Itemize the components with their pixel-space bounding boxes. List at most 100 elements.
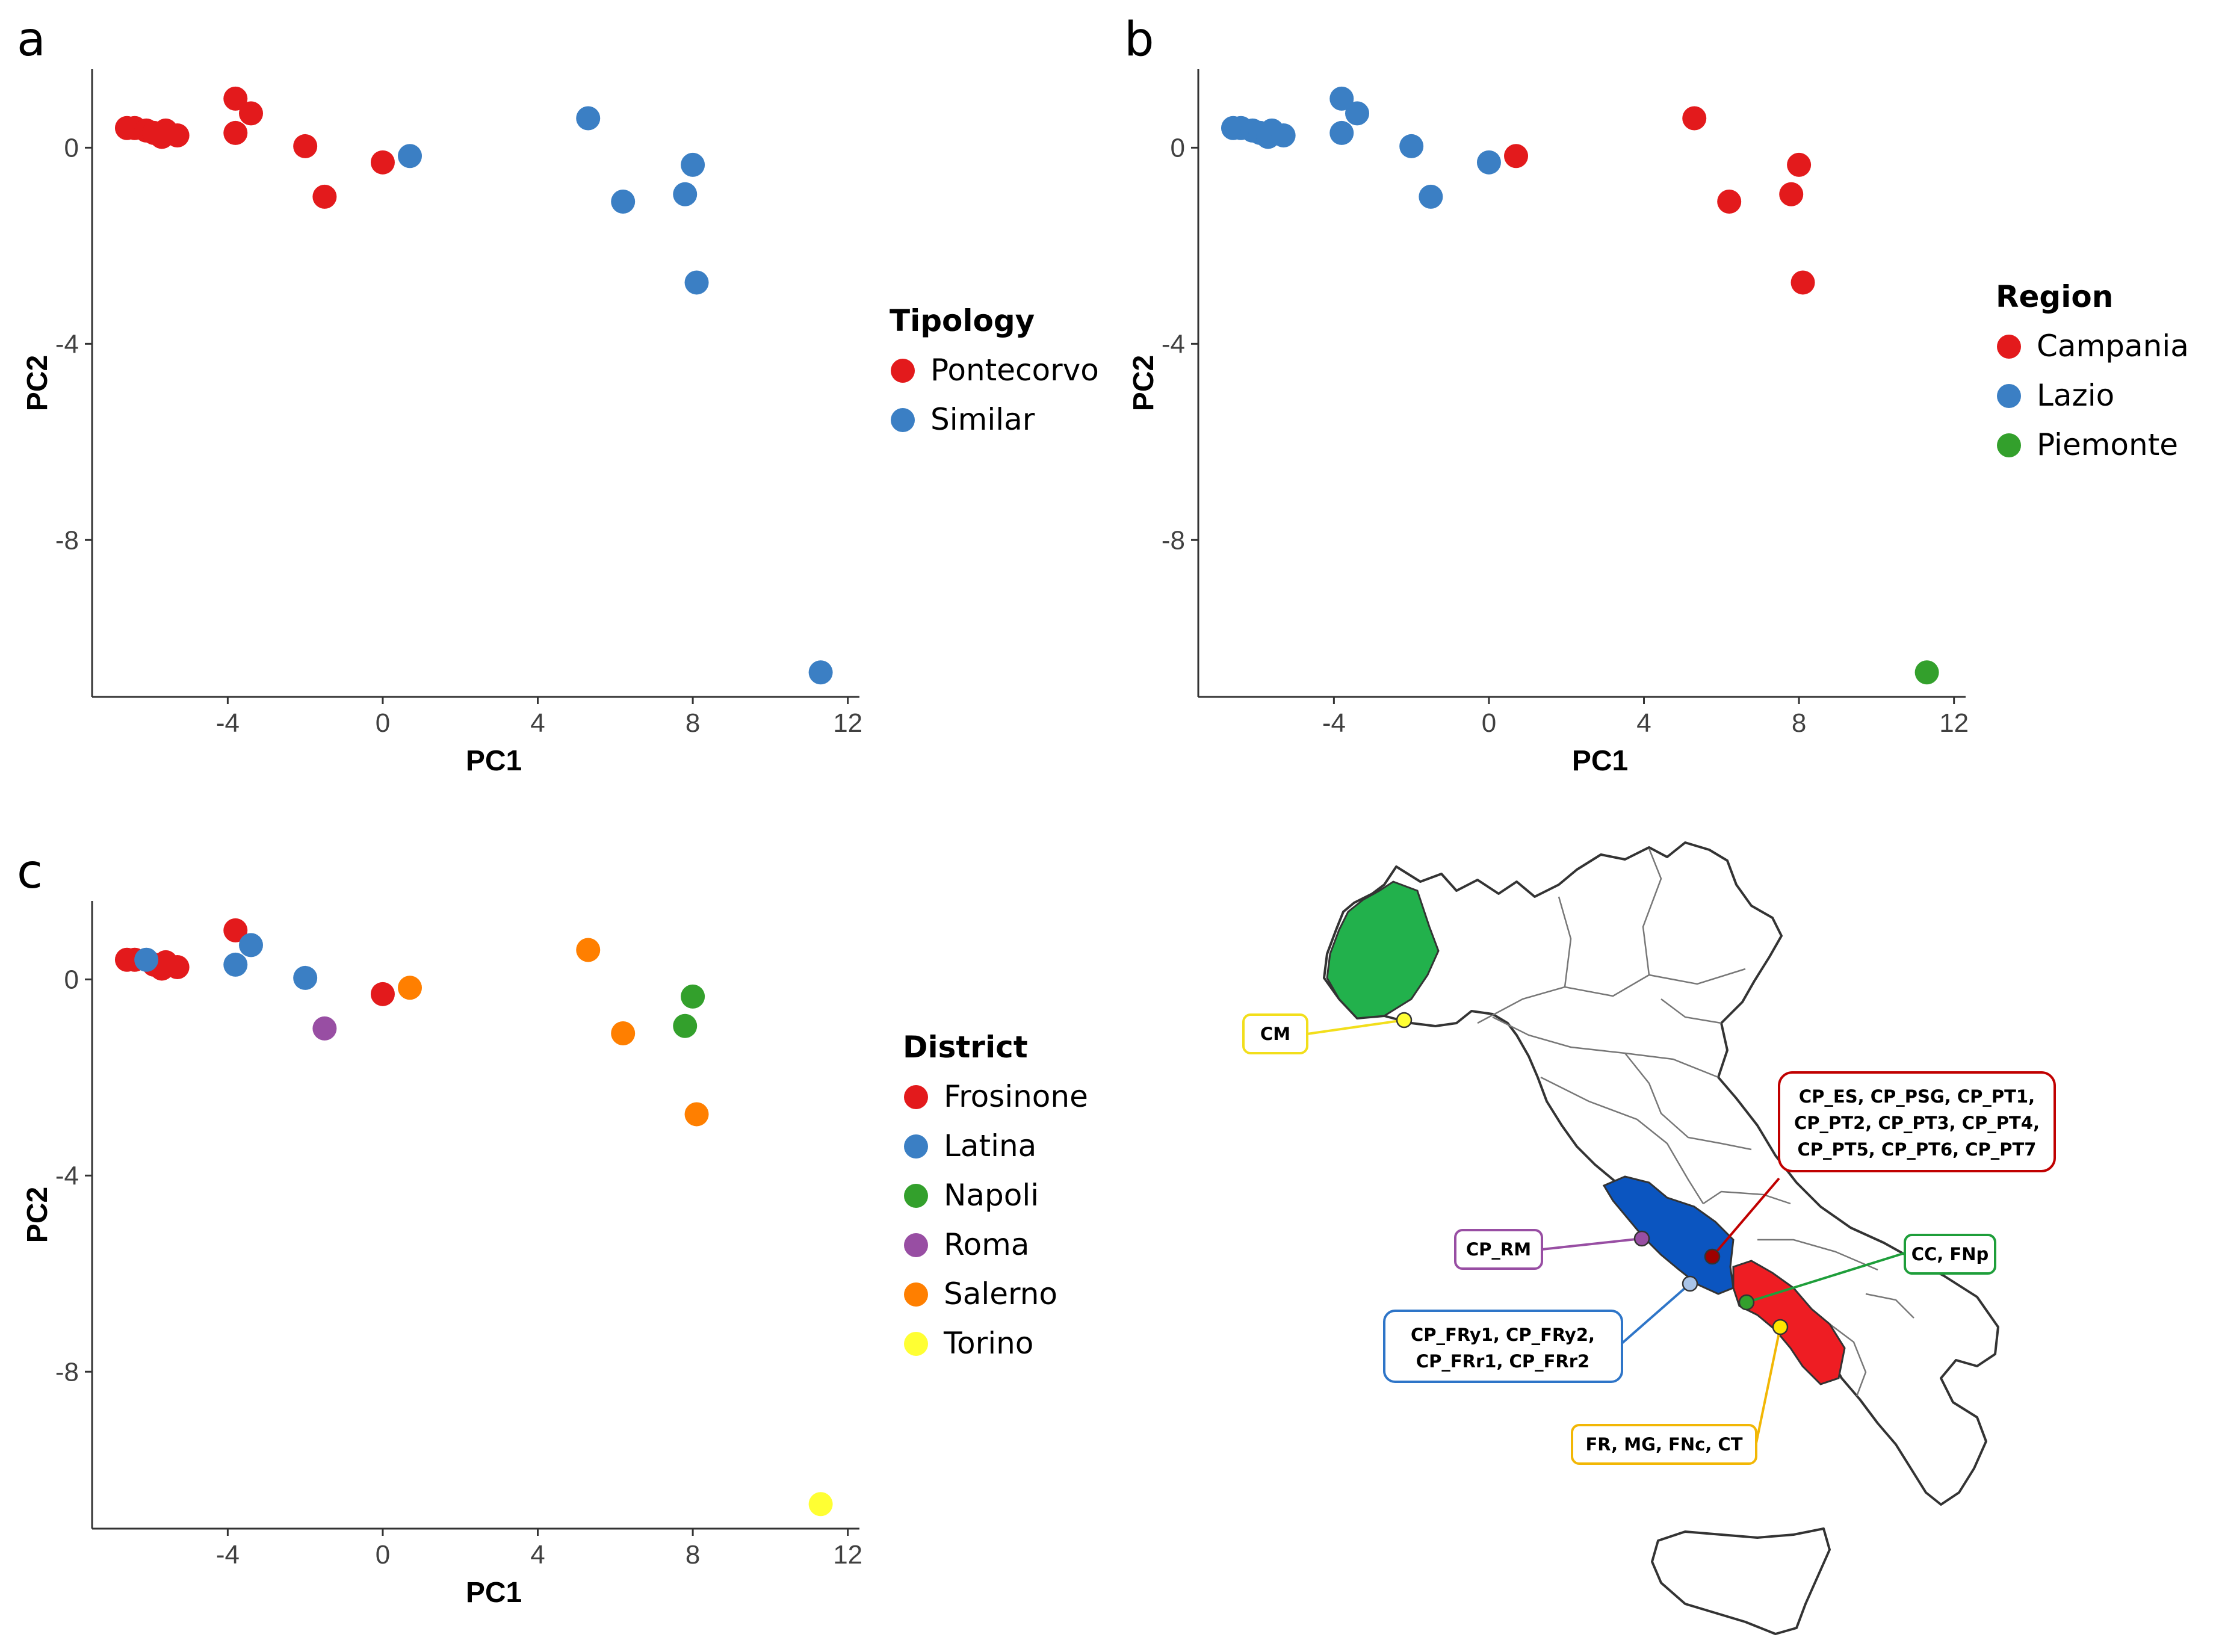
dot-cp-fr <box>1682 1275 1698 1292</box>
panel-letter-c: c <box>17 845 43 899</box>
legend-label: Campania <box>2037 329 2189 364</box>
legend-label: Lazio <box>2037 378 2114 413</box>
legend-swatch <box>904 1233 928 1257</box>
data-point <box>134 947 159 972</box>
connector-cm <box>1307 1019 1405 1035</box>
legend-label: Napoli <box>944 1178 1039 1213</box>
y-tick-label: 0 <box>64 965 79 994</box>
connector-fr-mg <box>1755 1326 1781 1444</box>
data-point <box>1779 182 1804 206</box>
data-point <box>223 120 248 145</box>
legend-swatch <box>891 408 915 432</box>
y-axis-title: PC2 <box>22 355 54 411</box>
campania-region <box>1732 1260 1846 1385</box>
panel-letter-a: a <box>17 13 46 67</box>
map-label-text: CP_FRy1, CP_FRy2, <box>1411 1325 1595 1345</box>
data-point <box>808 660 833 685</box>
dot-cc-fnp <box>1738 1294 1755 1311</box>
data-point <box>611 1021 636 1046</box>
data-point <box>223 952 248 977</box>
map-label-cm: CM <box>1242 1013 1308 1054</box>
data-point <box>239 101 264 126</box>
data-point <box>1504 144 1529 169</box>
data-point <box>165 123 190 148</box>
map-label-text: CP_PT2, CP_PT3, CP_PT4, <box>1794 1113 2040 1133</box>
x-axis-title: PC1 <box>1572 745 1628 777</box>
y-tick-label: -8 <box>55 1357 79 1387</box>
y-tick-label: -4 <box>55 329 79 359</box>
sicily-outline <box>1651 1527 1831 1635</box>
x-tick-label: -4 <box>216 1540 240 1570</box>
map-label-text: CP_FRr1, CP_FRr2 <box>1416 1351 1589 1372</box>
legend-swatch <box>1997 433 2021 457</box>
x-tick-label: 0 <box>376 708 390 738</box>
legend-swatch <box>904 1085 928 1109</box>
data-point <box>1717 190 1742 214</box>
y-tick-label: -8 <box>1162 525 1185 555</box>
connector-cp-rm <box>1541 1237 1642 1251</box>
data-point <box>1914 660 1939 685</box>
map-label-cc-fnp: CC, FNp <box>1904 1234 1996 1275</box>
panel-letter-b: b <box>1124 13 1154 67</box>
legend-title: Tipology <box>890 303 1035 338</box>
lazio-region <box>1602 1175 1735 1295</box>
x-tick-label: 8 <box>686 1540 700 1570</box>
map-label-text: CP_ES, CP_PSG, CP_PT1, <box>1799 1086 2035 1107</box>
data-point <box>1271 123 1296 148</box>
legend-label: Torino <box>943 1326 1033 1361</box>
x-tick-label: 12 <box>833 708 862 738</box>
connector-cc-fnp <box>1746 1252 1905 1304</box>
data-point <box>370 982 395 1006</box>
y-tick-label: -8 <box>55 525 79 555</box>
data-point <box>239 933 264 957</box>
data-point <box>673 1013 698 1038</box>
scatter-panel-c: -4 0 4 8 12 0 -4 -8 PC1 PC2 District Frosinone Latin… <box>22 901 1088 1609</box>
map-label-text: CC, FNp <box>1911 1244 1989 1264</box>
legend-label: Roma <box>944 1227 1029 1262</box>
data-point <box>1419 184 1443 209</box>
scatter-panel-b: -4 0 4 8 12 0 -4 -8 PC1 PC2 Region Campania Lazio Pie… <box>1128 69 2189 777</box>
data-point <box>1399 134 1424 158</box>
x-tick-label: 12 <box>1939 708 1969 738</box>
data-point <box>293 134 318 158</box>
data-point <box>576 938 601 962</box>
data-point <box>398 144 422 169</box>
data-point <box>312 184 337 209</box>
data-point <box>681 984 705 1009</box>
legend-swatch <box>904 1184 928 1208</box>
y-axis-title: PC2 <box>22 1187 54 1243</box>
legend-title: Region <box>1996 279 2113 314</box>
legend-label: Similar <box>930 402 1035 437</box>
legend-swatch <box>891 359 915 383</box>
x-axis-title: PC1 <box>466 1577 522 1609</box>
x-tick-label: -4 <box>1322 708 1346 738</box>
data-point <box>611 190 636 214</box>
data-point <box>1345 101 1370 126</box>
x-tick-label: 8 <box>686 708 700 738</box>
dot-cm <box>1396 1012 1413 1029</box>
legend-swatch <box>904 1332 928 1356</box>
data-point <box>1790 270 1815 295</box>
map-label-cp-fr: CP_FRy1, CP_FRy2, CP_FRr1, CP_FRr2 <box>1383 1310 1623 1383</box>
y-axis-title: PC2 <box>1128 355 1160 411</box>
connector-campania-pontecorvo <box>1711 1177 1780 1258</box>
x-tick-label: 4 <box>530 1540 545 1570</box>
map-label-text: FR, MG, FNc, CT <box>1585 1434 1742 1455</box>
piemonte-region <box>1326 880 1440 1019</box>
data-point <box>1682 106 1707 131</box>
y-tick-label: -4 <box>1162 329 1185 359</box>
x-tick-label: 8 <box>1792 708 1806 738</box>
legend-swatch <box>904 1134 928 1159</box>
map-label-fr-mg: FR, MG, FNc, CT <box>1571 1424 1757 1465</box>
data-point <box>576 106 601 131</box>
scatter-panel-a: -4 0 4 8 12 0 -4 -8 PC1 PC2 Tipology Pontecorvo Simi… <box>22 69 1099 777</box>
data-point <box>673 182 698 206</box>
map-label-campania-pontecorvo: CP_ES, CP_PSG, CP_PT1, CP_PT2, CP_PT3, C… <box>1778 1071 2056 1172</box>
data-point <box>684 270 709 295</box>
x-tick-label: 0 <box>1482 708 1496 738</box>
data-point <box>293 965 318 990</box>
y-tick-label: 0 <box>64 133 79 162</box>
data-point <box>370 150 395 175</box>
data-point <box>1787 152 1812 177</box>
legend-label: Salerno <box>944 1276 1057 1311</box>
